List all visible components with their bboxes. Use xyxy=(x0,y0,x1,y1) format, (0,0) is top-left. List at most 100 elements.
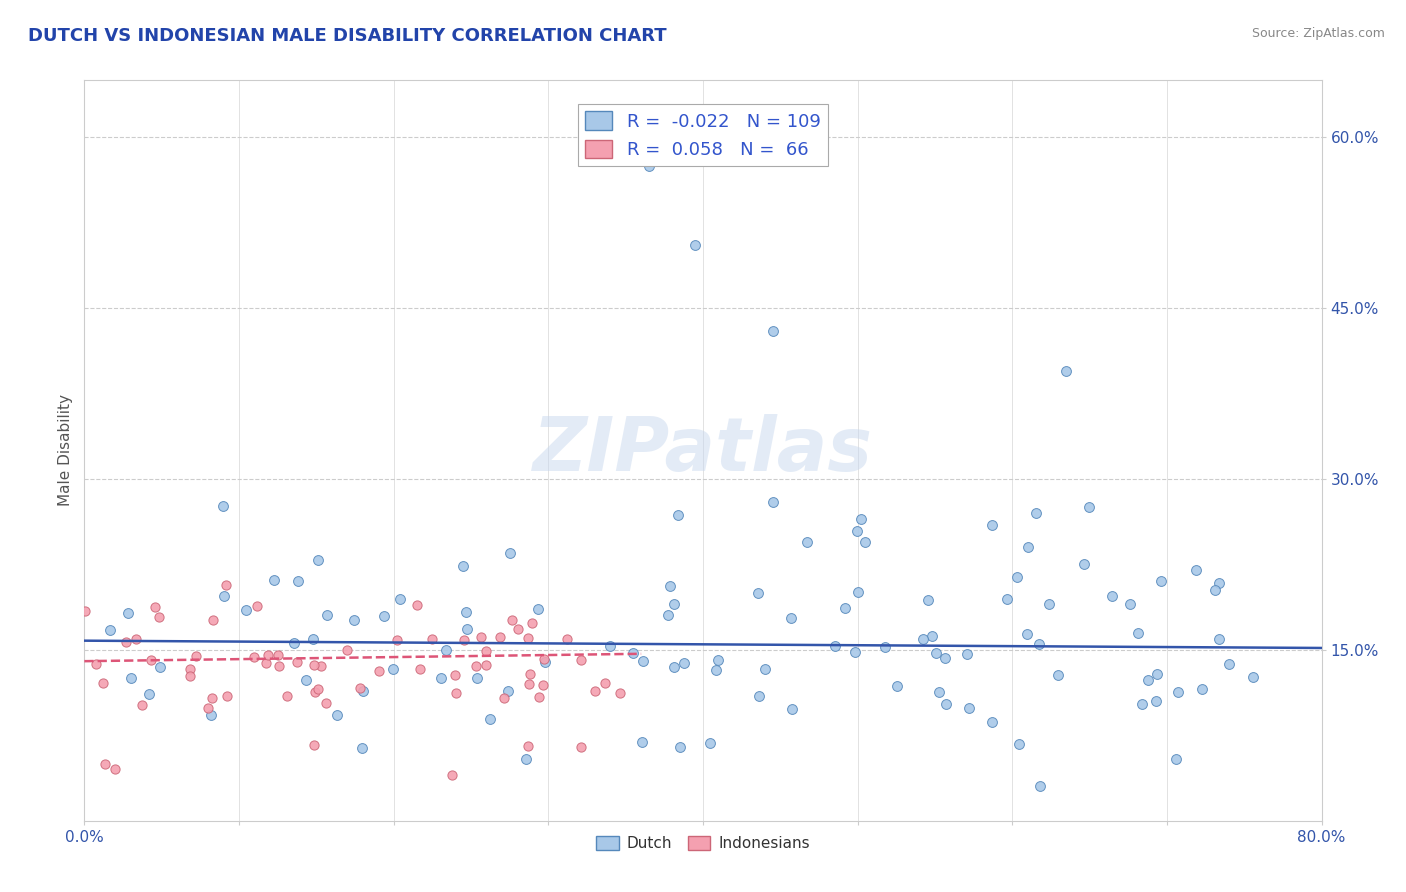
Point xyxy=(499,546,522,560)
Point xyxy=(1054,364,1078,378)
Point xyxy=(846,584,869,599)
Point xyxy=(534,656,557,670)
Point xyxy=(520,616,543,631)
Point xyxy=(851,512,873,526)
Point xyxy=(980,518,1002,533)
Point xyxy=(1101,590,1123,604)
Point xyxy=(453,632,475,647)
Point xyxy=(1185,563,1208,577)
Point xyxy=(1038,597,1060,611)
Point xyxy=(138,687,160,701)
Point xyxy=(267,648,290,663)
Point xyxy=(475,658,498,673)
Point xyxy=(381,662,404,676)
Point xyxy=(120,672,142,686)
Point xyxy=(326,708,349,723)
Point xyxy=(956,647,979,661)
Point xyxy=(1218,657,1240,671)
Point xyxy=(478,712,501,726)
Point xyxy=(1119,597,1142,611)
Point xyxy=(1073,558,1095,572)
Point xyxy=(796,535,818,549)
Point xyxy=(555,632,578,647)
Point xyxy=(451,559,474,574)
Point xyxy=(94,756,117,771)
Point xyxy=(350,740,373,755)
Point xyxy=(637,159,661,173)
Point xyxy=(824,639,846,653)
Point xyxy=(349,681,371,695)
Point xyxy=(1166,752,1188,766)
Point xyxy=(515,752,537,766)
Point xyxy=(1005,570,1028,584)
Point xyxy=(519,666,541,681)
Point xyxy=(934,650,956,665)
Point xyxy=(957,701,980,715)
Point xyxy=(666,508,689,522)
Point xyxy=(844,645,866,659)
Point xyxy=(685,238,707,252)
Point xyxy=(529,690,551,704)
Point xyxy=(343,614,366,628)
Point xyxy=(1017,627,1039,641)
Point xyxy=(302,738,325,752)
Point xyxy=(704,664,727,678)
Point xyxy=(1241,670,1264,684)
Point xyxy=(779,610,801,624)
Point xyxy=(186,648,208,663)
Point xyxy=(531,678,554,692)
Point xyxy=(1204,582,1226,597)
Point xyxy=(336,643,359,657)
Point xyxy=(200,690,222,705)
Point xyxy=(707,653,730,667)
Point xyxy=(385,632,408,647)
Point xyxy=(454,605,477,619)
Point xyxy=(430,671,453,685)
Point xyxy=(470,630,492,644)
Point xyxy=(1208,576,1230,591)
Point xyxy=(846,524,869,538)
Point xyxy=(911,632,934,646)
Point xyxy=(673,657,696,671)
Point xyxy=(304,685,326,699)
Point xyxy=(256,656,278,670)
Point xyxy=(456,622,478,636)
Point xyxy=(84,657,107,672)
Point xyxy=(526,601,548,615)
Point xyxy=(475,643,498,657)
Point xyxy=(465,659,488,673)
Point xyxy=(307,552,329,566)
Point xyxy=(409,662,432,676)
Point xyxy=(631,735,654,749)
Point xyxy=(621,646,644,660)
Point xyxy=(569,739,592,754)
Point xyxy=(388,591,411,606)
Point xyxy=(149,660,172,674)
Point xyxy=(443,668,465,682)
Point xyxy=(287,574,309,588)
Point xyxy=(886,679,908,693)
Point xyxy=(980,715,1002,730)
Point xyxy=(1130,697,1153,711)
Point xyxy=(995,591,1018,606)
Point xyxy=(1137,673,1160,687)
Point xyxy=(263,573,285,587)
Point xyxy=(93,676,115,690)
Point xyxy=(780,702,803,716)
Point xyxy=(583,683,606,698)
Point xyxy=(267,659,290,673)
Point xyxy=(246,599,269,614)
Point xyxy=(373,609,395,624)
Point xyxy=(307,681,329,696)
Point xyxy=(935,697,957,711)
Point xyxy=(569,653,592,667)
Point xyxy=(197,701,219,715)
Text: DUTCH VS INDONESIAN MALE DISABILITY CORRELATION CHART: DUTCH VS INDONESIAN MALE DISABILITY CORR… xyxy=(28,27,666,45)
Point xyxy=(873,640,896,655)
Point xyxy=(117,606,139,620)
Point xyxy=(295,673,318,688)
Point xyxy=(699,735,721,749)
Point xyxy=(762,324,785,338)
Point xyxy=(1146,667,1168,681)
Point xyxy=(243,650,266,665)
